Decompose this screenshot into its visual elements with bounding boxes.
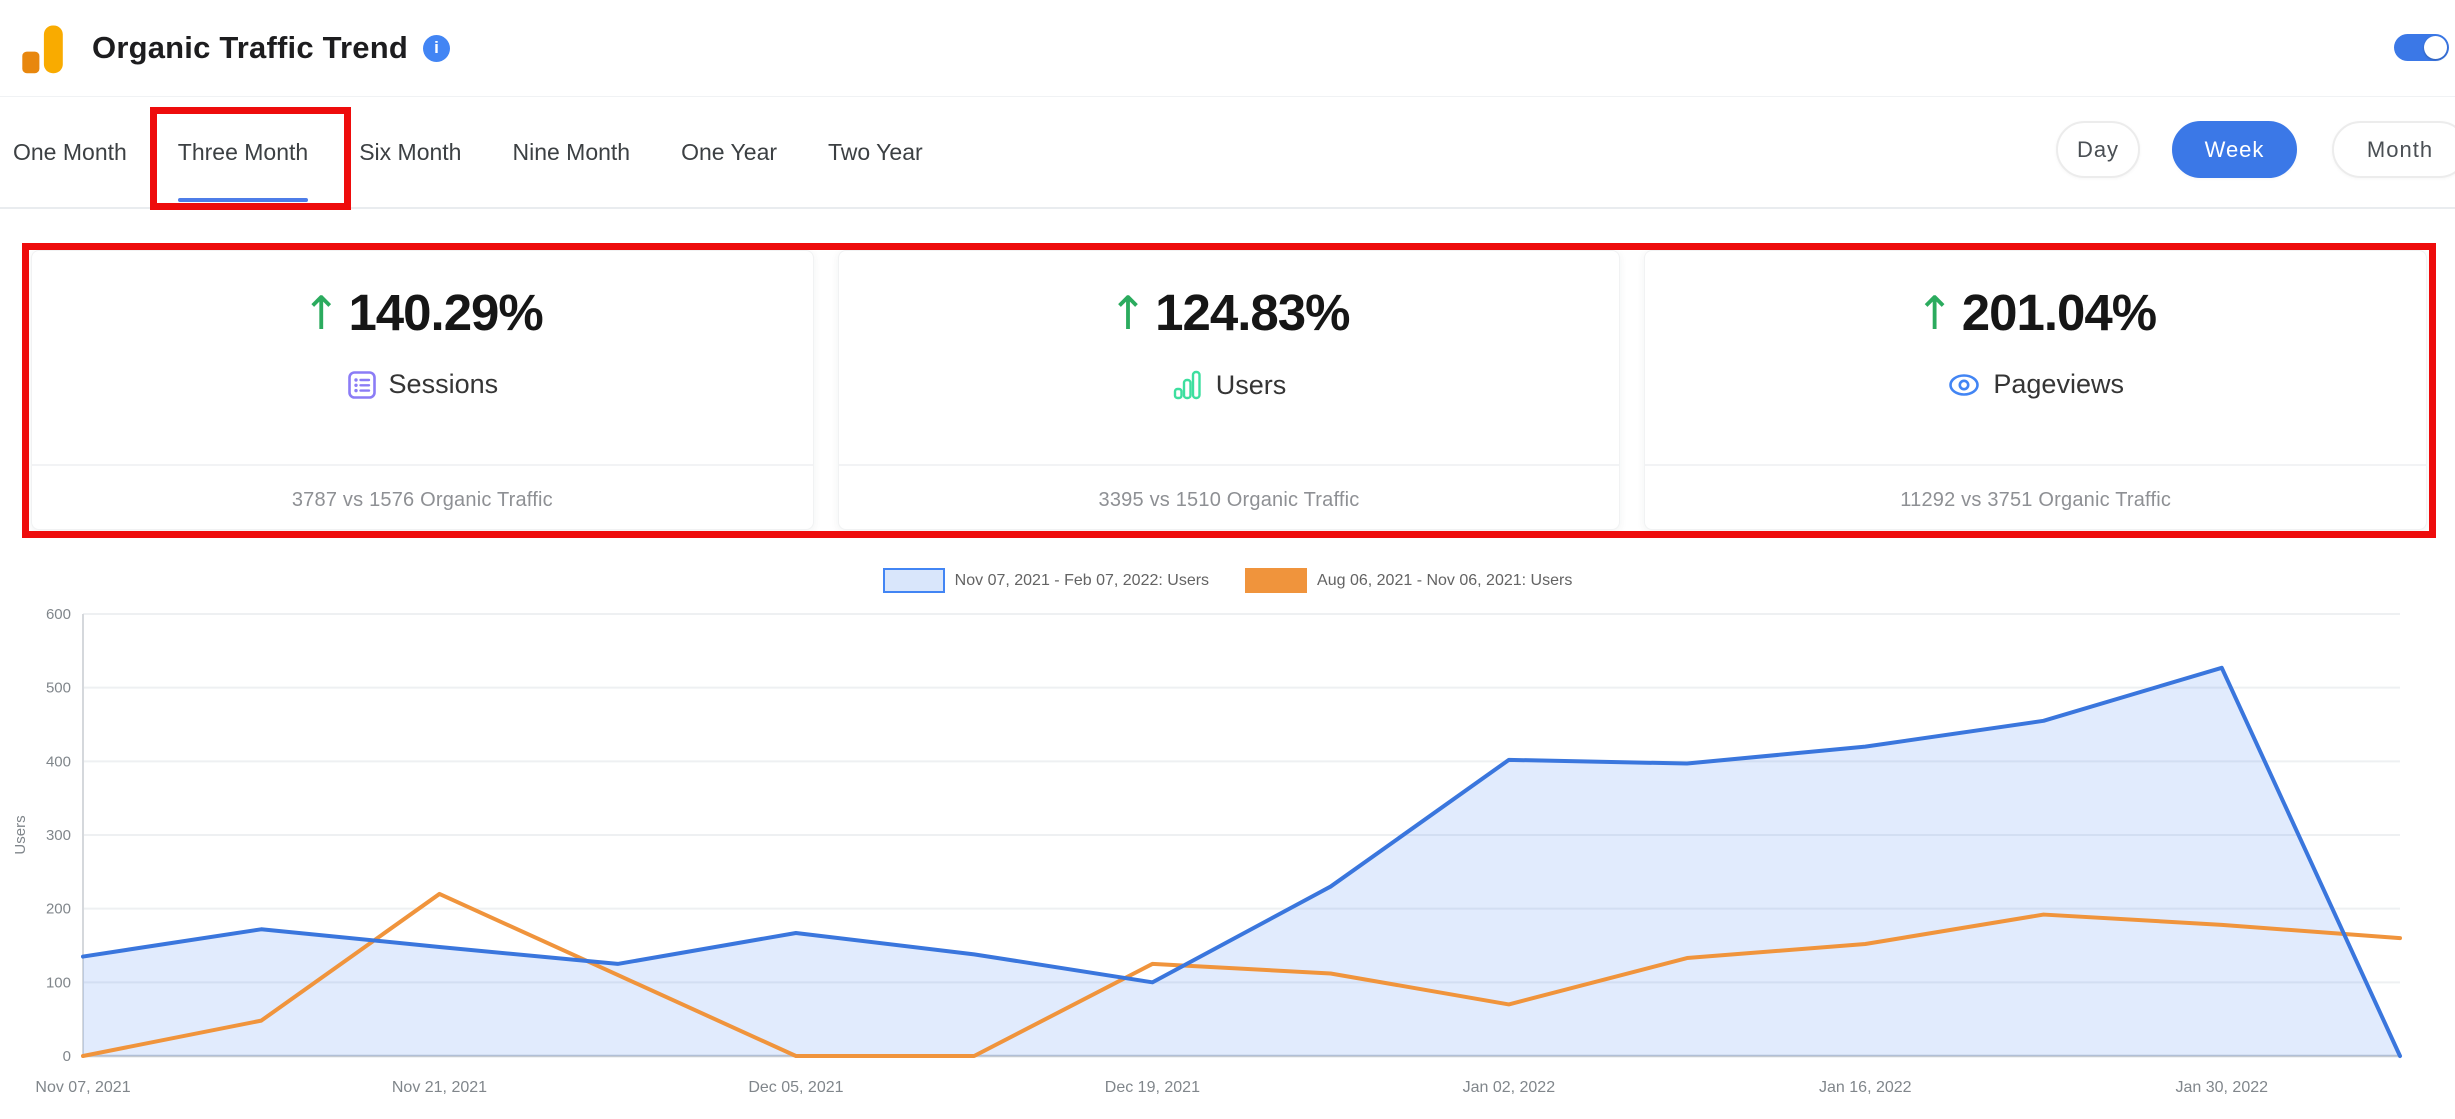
current-period-line	[81, 665, 2402, 1058]
tabbar-divider	[0, 207, 2455, 209]
header-bar: Organic Traffic Trend i	[0, 0, 2455, 96]
legend-label-previous: Aug 06, 2021 - Nov 06, 2021: Users	[1317, 571, 1573, 589]
svg-text:300: 300	[46, 827, 71, 844]
svg-text:Jan 30, 2022: Jan 30, 2022	[2176, 1079, 2269, 1096]
tab-three-month[interactable]: Three Month	[177, 97, 309, 207]
metric-cards: ↑ 140.29% Sessions 3787 vs 1576 Organic …	[31, 250, 2428, 530]
users-percent: 124.83%	[1155, 284, 1350, 341]
sessions-percent: 140.29%	[348, 284, 543, 341]
header-toggle[interactable]	[2394, 34, 2449, 61]
tab-nine-month[interactable]: Nine Month	[512, 138, 631, 165]
card-divider	[1645, 464, 2427, 466]
svg-text:Jan 16, 2022: Jan 16, 2022	[1819, 1079, 1912, 1096]
svg-text:0: 0	[63, 1048, 71, 1065]
period-tab-bar: One Month Three Month Six Month Nine Mon…	[0, 97, 2455, 210]
toggle-knob	[2424, 36, 2447, 59]
svg-text:100: 100	[46, 974, 71, 991]
up-arrow-icon: ↑	[301, 286, 341, 341]
legend-swatch-orange	[1245, 568, 1308, 593]
sessions-label: Sessions	[388, 369, 499, 400]
svg-text:600: 600	[46, 606, 71, 623]
card-divider	[838, 464, 1620, 466]
metric-cards-section: ↑ 140.29% Sessions 3787 vs 1576 Organic …	[0, 209, 2455, 561]
svg-text:400: 400	[46, 753, 71, 770]
legend-label-current: Nov 07, 2021 - Feb 07, 2022: Users	[954, 571, 1210, 589]
tab-one-month[interactable]: One Month	[13, 138, 127, 165]
users-bars-icon	[1173, 370, 1201, 400]
users-card: ↑ 124.83% Users 3395 vs 1510 Organic Tra…	[837, 250, 1621, 530]
svg-text:Dec 19, 2021: Dec 19, 2021	[1105, 1079, 1200, 1096]
tab-six-month[interactable]: Six Month	[359, 138, 462, 165]
users-label: Users	[1215, 369, 1287, 400]
page-title: Organic Traffic Trend	[92, 30, 409, 65]
svg-text:200: 200	[46, 901, 71, 918]
y-axis-labels: 0 100 200 300 400 500 600	[46, 606, 71, 1065]
chart-legend: Nov 07, 2021 - Feb 07, 2022: Users Aug 0…	[0, 568, 2455, 593]
tab-two-year[interactable]: Two Year	[828, 138, 923, 165]
granularity-month-button[interactable]: Month	[2332, 121, 2455, 178]
legend-item-current-period[interactable]: Nov 07, 2021 - Feb 07, 2022: Users	[882, 568, 1210, 593]
pageviews-label: Pageviews	[1993, 369, 2124, 400]
sessions-card: ↑ 140.29% Sessions 3787 vs 1576 Organic …	[31, 250, 814, 530]
info-icon[interactable]: i	[423, 34, 451, 62]
card-divider	[32, 464, 813, 466]
svg-text:Nov 07, 2021: Nov 07, 2021	[35, 1079, 130, 1096]
granularity-week-button[interactable]: Week	[2172, 121, 2297, 178]
analytics-logo-icon	[22, 25, 63, 74]
header-divider	[0, 95, 2455, 97]
previous-period-line	[81, 891, 2402, 1058]
pageviews-card: ↑ 201.04% Pageviews 11292 vs 3751 Organi…	[1644, 250, 2428, 530]
svg-text:Jan 02, 2022: Jan 02, 2022	[1463, 1079, 1556, 1096]
x-axis-labels: Nov 07, 2021 Nov 21, 2021 Dec 05, 2021 Dec …	[35, 1079, 2268, 1096]
current-period-area-fill	[83, 667, 2400, 1056]
up-arrow-icon: ↑	[1915, 286, 1954, 341]
up-arrow-icon: ↑	[1108, 286, 1148, 341]
period-tabs: One Month Three Month Six Month Nine Mon…	[0, 97, 2455, 207]
legend-swatch-blue	[882, 568, 945, 593]
sessions-comparison: 3787 vs 1576 Organic Traffic	[291, 489, 553, 511]
granularity-day-button[interactable]: Day	[2056, 121, 2140, 178]
pageviews-percent: 201.04%	[1961, 284, 2157, 341]
y-axis-title: Users	[12, 815, 29, 854]
sessions-list-icon	[347, 370, 376, 399]
pageviews-eye-icon	[1949, 373, 1980, 396]
chart-gridlines	[83, 613, 2400, 1058]
legend-item-previous-period[interactable]: Aug 06, 2021 - Nov 06, 2021: Users	[1245, 568, 1572, 593]
tab-one-year[interactable]: One Year	[681, 138, 778, 165]
pageviews-comparison: 11292 vs 3751 Organic Traffic	[1900, 489, 2172, 511]
users-comparison: 3395 vs 1510 Organic Traffic	[1098, 489, 1360, 511]
svg-text:Nov 21, 2021: Nov 21, 2021	[392, 1079, 487, 1096]
svg-text:Dec 05, 2021: Dec 05, 2021	[748, 1079, 843, 1096]
svg-text:500: 500	[46, 680, 71, 697]
